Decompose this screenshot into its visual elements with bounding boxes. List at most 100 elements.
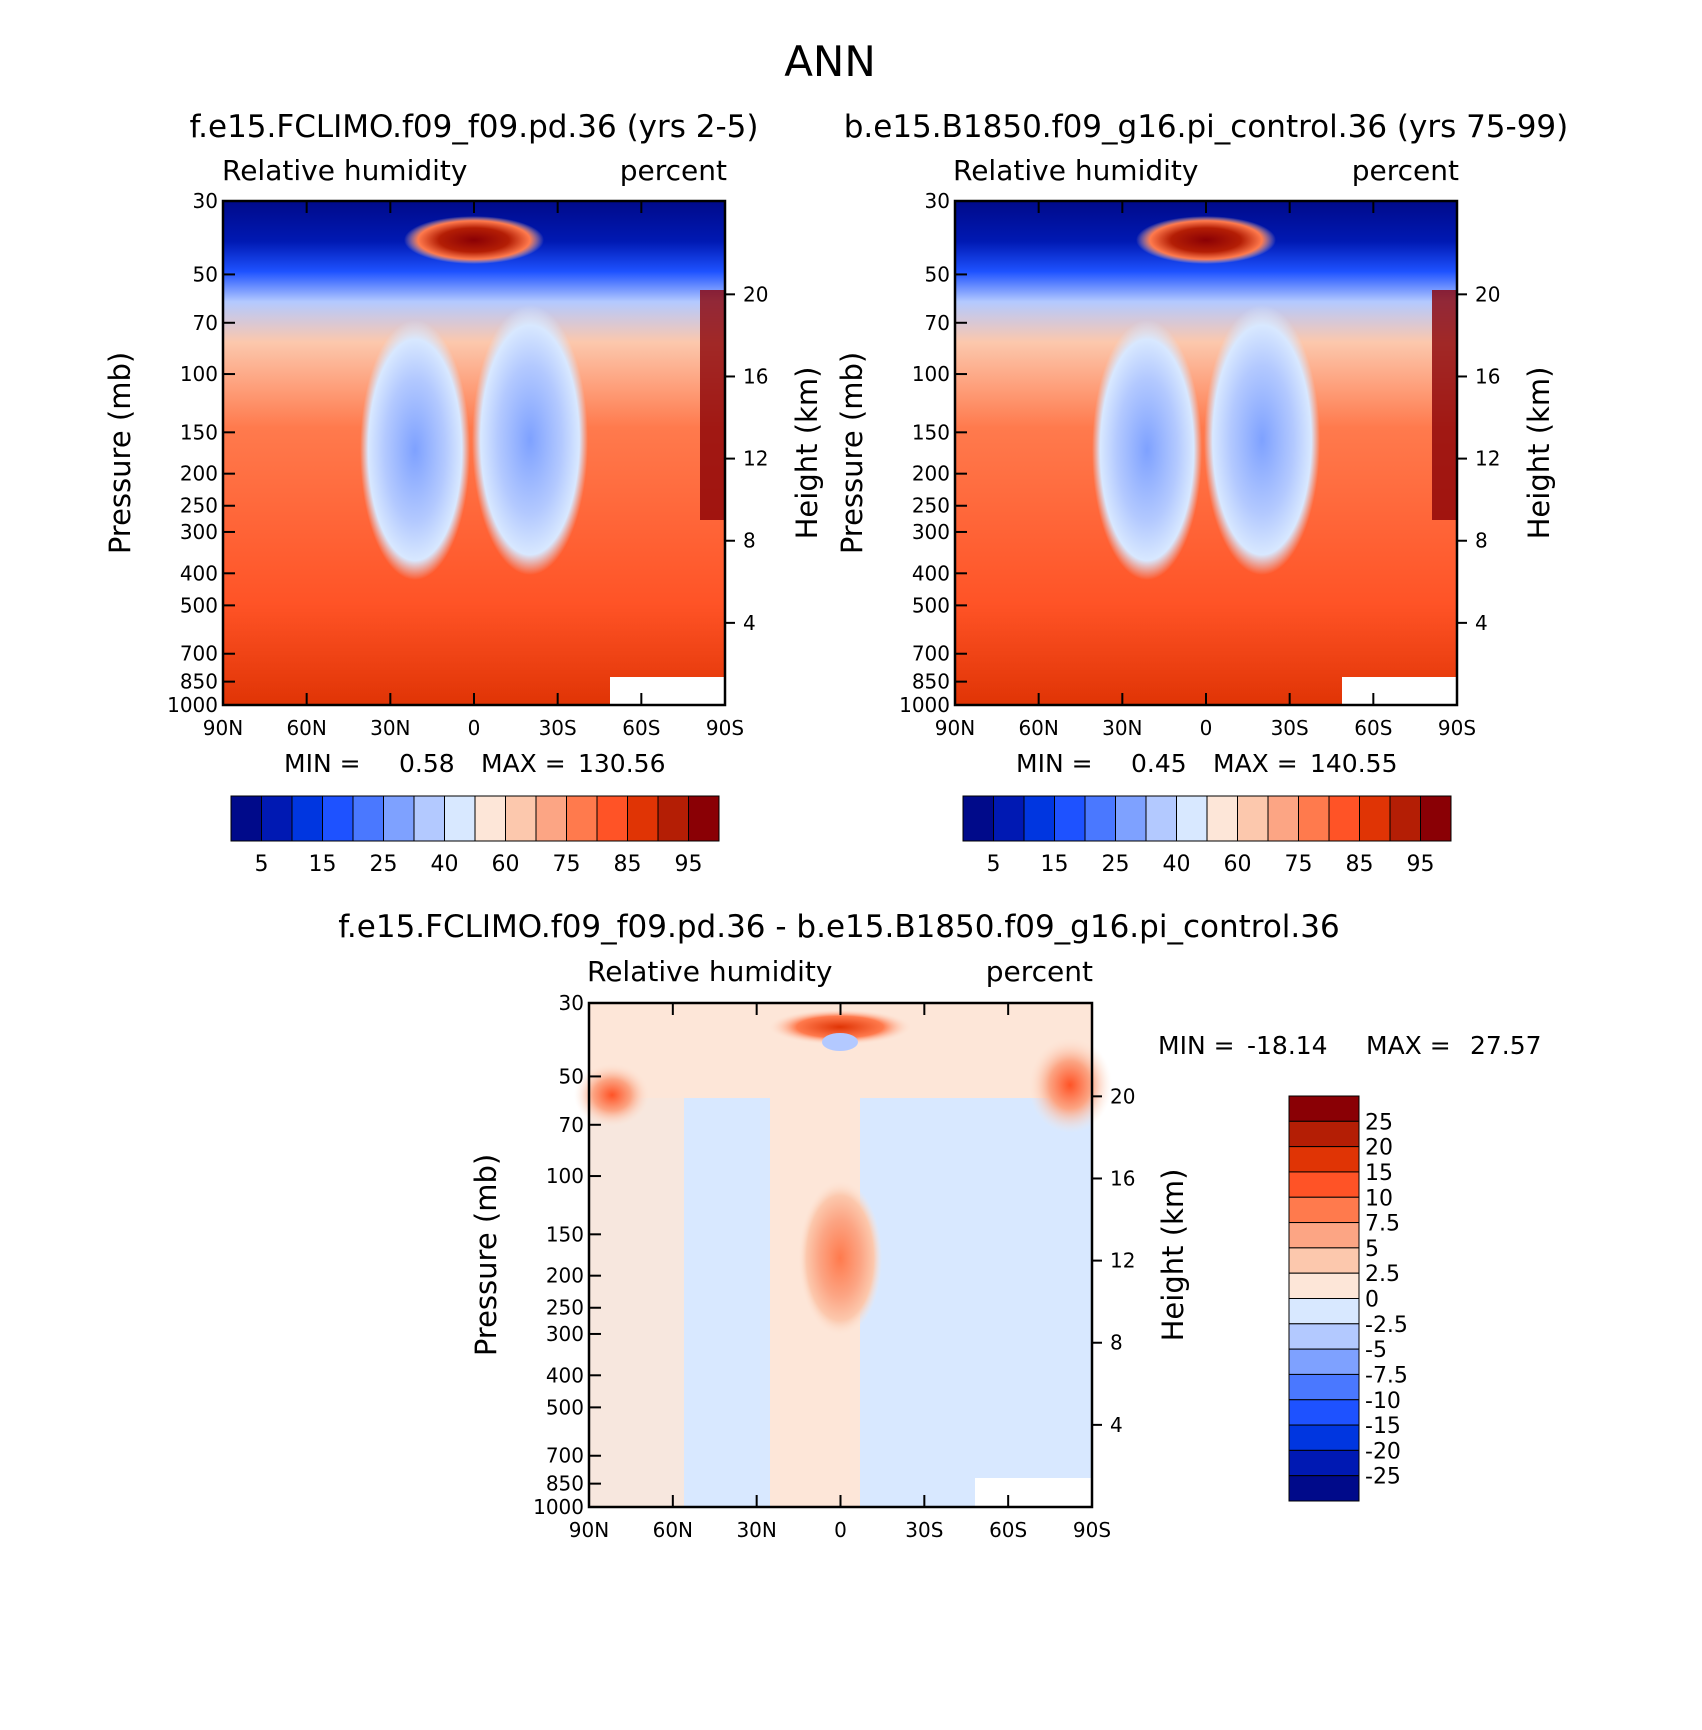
colorbar-label--15: -15 (1365, 1414, 1401, 1439)
y-right-tick-label-8: 8 (1475, 529, 1488, 553)
x-tick-label-0: 0 (834, 1518, 847, 1542)
colorbar-label-7.5: 7.5 (1365, 1212, 1400, 1237)
colorbar-swatch (505, 795, 537, 842)
colorbar-label-15: 15 (1041, 852, 1069, 877)
colorbar-swatch (1288, 1424, 1360, 1451)
panel-2-min-text: MIN = (1016, 749, 1093, 778)
y-tick-label-50: 50 (559, 1064, 584, 1088)
y-tick-label-200: 200 (546, 1264, 584, 1288)
colorbar-swatch (1237, 795, 1269, 842)
panel-difference: f.e15.FCLIMO.f09_f09.pd.36 - b.e15.B1850… (338, 909, 1541, 1542)
y-tick-label-150: 150 (912, 420, 950, 444)
colorbar-swatch (1145, 795, 1177, 842)
colorbar-label-20: 20 (1365, 1136, 1393, 1161)
x-tick-label-60N: 60N (653, 1518, 693, 1542)
y-right-tick-label-8: 8 (743, 529, 756, 553)
y-tick-label-300: 300 (546, 1322, 584, 1346)
y-tick-label-50: 50 (193, 262, 218, 286)
y-right-tick-label-12: 12 (1110, 1249, 1135, 1273)
colorbar-label--2.5: -2.5 (1365, 1313, 1408, 1338)
x-tick-label-90S: 90S (706, 716, 744, 740)
panel-1-max-text: MAX = (481, 749, 566, 778)
y-tick-label-100: 100 (912, 362, 950, 386)
y-tick-label-400: 400 (912, 561, 950, 585)
y-right-tick-label-16: 16 (1110, 1166, 1135, 1190)
colorbar-label--10: -10 (1365, 1389, 1401, 1414)
panel-control-run: f.e15.FCLIMO.f09_f09.pd.36 (yrs 2-5) Rel… (103, 109, 824, 877)
x-tick-label-30S: 30S (905, 1518, 943, 1542)
panel-2-y-ticks-right: 20 16 12 8 4 (1457, 282, 1500, 635)
colorbar-label--7.5: -7.5 (1365, 1363, 1408, 1388)
panel-1-dry-core-sh (472, 305, 588, 575)
panel-1-left-subtitle: Relative humidity (222, 154, 467, 187)
colorbar-label-5: 5 (987, 852, 1001, 877)
panel-2-left-subtitle: Relative humidity (953, 154, 1198, 187)
colorbar-swatch (1084, 795, 1116, 842)
panel-1-y-ticks-right: 20 16 12 8 4 (725, 282, 768, 635)
colorbar-swatch (352, 795, 384, 842)
y-tick-label-70: 70 (193, 311, 218, 335)
panel-3-trop-min (822, 1033, 858, 1051)
colorbar-swatch (1288, 1475, 1360, 1502)
panel-1-antarctic-mask (610, 677, 725, 705)
colorbar-swatch (383, 795, 415, 842)
panel-2-ylabel: Pressure (mb) (835, 352, 869, 554)
panel-2-dry-core-nh (1092, 320, 1202, 580)
y-right-tick-label-4: 4 (743, 611, 756, 635)
colorbar-swatch (413, 795, 445, 842)
panel-3-ylabel: Pressure (mb) (469, 1154, 503, 1356)
panel-1-right-subtitle: percent (620, 154, 727, 187)
colorbar-swatch (1288, 1222, 1360, 1249)
panel-3-min-text: MIN = (1158, 1031, 1235, 1060)
panel-2-polar-moist (1432, 290, 1457, 520)
panel-3-min-value: -18.14 (1247, 1031, 1328, 1060)
x-tick-label-60N: 60N (286, 716, 326, 740)
x-tick-label-30N: 30N (370, 716, 410, 740)
x-tick-label-90S: 90S (1073, 1518, 1111, 1542)
y-tick-label-300: 300 (912, 520, 950, 544)
panel-3-y-ticks-right: 20 16 12 8 4 (1092, 1084, 1135, 1437)
colorbar-swatch (230, 795, 262, 842)
panel-1-min-value: 0.58 (399, 749, 455, 778)
colorbar-label-60: 60 (1224, 852, 1252, 877)
colorbar-swatch (566, 795, 598, 842)
x-tick-label-0: 0 (1200, 716, 1213, 740)
colorbar-swatch (1389, 795, 1421, 842)
panel-1-dry-core-nh (360, 320, 470, 580)
y-tick-label-30: 30 (925, 189, 950, 213)
colorbar-swatch (1288, 1120, 1360, 1148)
panel-1-ylabel: Pressure (mb) (103, 352, 137, 554)
y-tick-label-150: 150 (546, 1222, 584, 1246)
colorbar-label-10: 10 (1365, 1186, 1393, 1211)
colorbar-label--25: -25 (1365, 1465, 1401, 1490)
colorbar-swatch (322, 795, 354, 842)
panel-3-nh-max (574, 1063, 650, 1127)
colorbar-swatch (1298, 795, 1330, 842)
colorbar-swatch (1328, 795, 1360, 842)
colorbar-swatch (1206, 795, 1238, 842)
y-tick-label-70: 70 (925, 311, 950, 335)
colorbar-label-15: 15 (1365, 1161, 1393, 1186)
colorbar-swatch (688, 795, 720, 842)
y-tick-label-100: 100 (180, 362, 218, 386)
panel-3-trop-max (768, 1009, 912, 1045)
x-tick-label-30S: 30S (539, 716, 577, 740)
panel-2-plot (953, 199, 1459, 707)
colorbar-swatch (1288, 1146, 1360, 1173)
colorbar-label-40: 40 (431, 852, 459, 877)
y-tick-label-250: 250 (912, 494, 950, 518)
panel-1-ylabel-right: Height (km) (790, 367, 824, 540)
y-tick-label-850: 850 (912, 670, 950, 694)
y-right-tick-label-20: 20 (1110, 1084, 1135, 1108)
colorbar-swatch (1288, 1348, 1360, 1375)
panel-2-right-subtitle: percent (1352, 154, 1459, 187)
panel-3-midtrop-max (798, 1180, 882, 1336)
y-tick-label-700: 700 (912, 642, 950, 666)
y-tick-label-500: 500 (180, 593, 218, 617)
colorbar-swatch (444, 795, 476, 842)
colorbar-label-25: 25 (370, 852, 398, 877)
colorbar-swatch (596, 795, 628, 842)
